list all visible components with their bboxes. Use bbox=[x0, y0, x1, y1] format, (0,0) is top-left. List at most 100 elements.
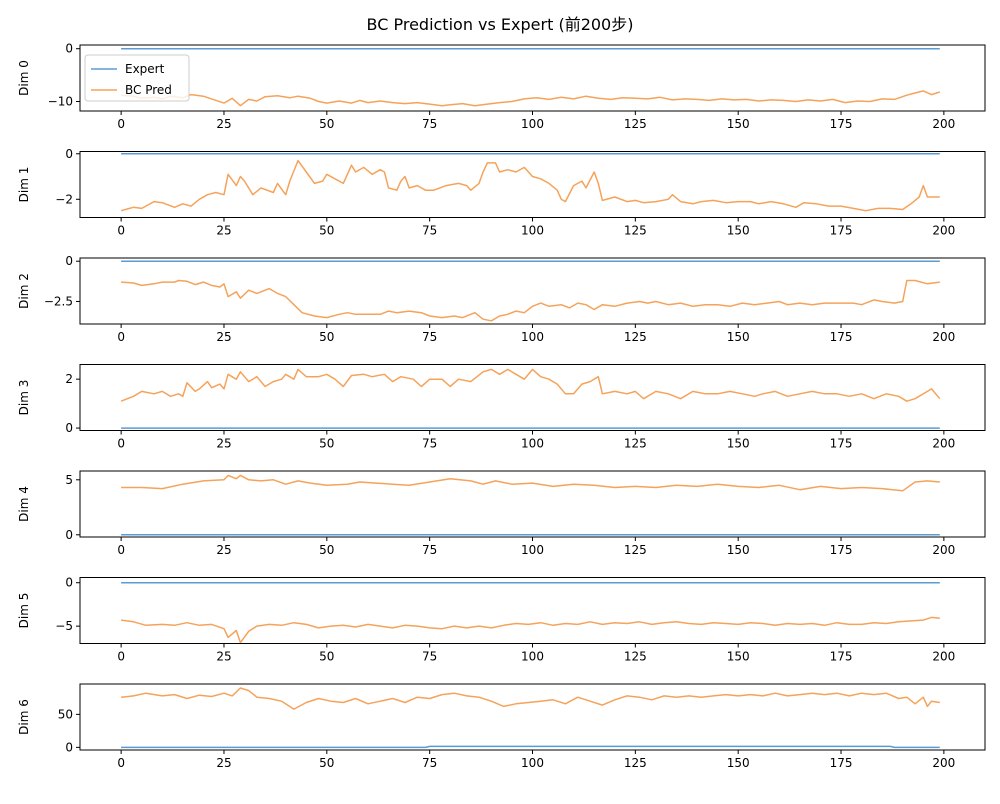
series-line-bc-pred-2 bbox=[121, 279, 940, 322]
chart-title: BC Prediction vs Expert (前200步) bbox=[367, 15, 634, 34]
x-tick-label: 150 bbox=[727, 756, 750, 770]
x-tick-label: 0 bbox=[117, 543, 125, 557]
x-tick-label: 0 bbox=[117, 330, 125, 344]
x-tick-label: 125 bbox=[624, 224, 647, 238]
x-tick-label: 75 bbox=[422, 117, 437, 131]
x-tick-label: 100 bbox=[521, 117, 544, 131]
x-tick-label: 50 bbox=[319, 330, 334, 344]
x-tick-label: 150 bbox=[727, 650, 750, 664]
subplot-5: 0 25 50 75 100 125 150 175 200 0 −5 Dim 5 bbox=[17, 576, 986, 664]
x-tick-label: 75 bbox=[422, 650, 437, 664]
y-tick-label: 0 bbox=[65, 254, 73, 268]
y-tick-label: 0 bbox=[65, 528, 73, 542]
x-tick-label: 25 bbox=[216, 437, 231, 451]
x-tick-label: 150 bbox=[727, 330, 750, 344]
subplot-1: 0 25 50 75 100 125 150 175 200 0 −2 Dim 1 bbox=[17, 147, 986, 238]
y-tick-label: 0 bbox=[65, 147, 73, 161]
x-tick-label: 0 bbox=[117, 117, 125, 131]
x-tick-label: 125 bbox=[624, 437, 647, 451]
x-tick-label: 100 bbox=[521, 650, 544, 664]
y-axis-label: Dim 6 bbox=[17, 699, 31, 735]
y-axis-label: Dim 0 bbox=[17, 60, 31, 96]
x-tick-label: 175 bbox=[830, 437, 853, 451]
y-tick-label: −2.5 bbox=[44, 294, 73, 308]
subplot-0: 0 25 50 75 100 125 150 175 200 0 −10 Dim 0 bbox=[17, 42, 986, 131]
x-tick-label: 150 bbox=[727, 543, 750, 557]
y-tick-label: 0 bbox=[65, 576, 73, 590]
series-line-bc-pred-1 bbox=[120, 159, 940, 212]
x-tick-label: 125 bbox=[624, 117, 647, 131]
x-tick-label: 200 bbox=[932, 437, 955, 451]
x-tick-label: 200 bbox=[932, 756, 955, 770]
x-tick-label: 100 bbox=[521, 330, 544, 344]
x-tick-label: 0 bbox=[117, 437, 125, 451]
y-axis-label: Dim 3 bbox=[17, 380, 31, 416]
x-tick-label: 175 bbox=[830, 543, 853, 557]
x-tick-label: 150 bbox=[727, 224, 750, 238]
x-tick-label: 50 bbox=[319, 117, 334, 131]
x-tick-label: 75 bbox=[422, 224, 437, 238]
x-tick-label: 25 bbox=[216, 543, 231, 557]
y-tick-label: 0 bbox=[65, 421, 73, 435]
x-tick-label: 100 bbox=[521, 543, 544, 557]
y-tick-label: 0 bbox=[65, 42, 73, 56]
x-tick-label: 50 bbox=[319, 224, 334, 238]
y-tick-label: −2 bbox=[55, 192, 73, 206]
y-tick-label: −10 bbox=[48, 94, 73, 108]
x-tick-label: 0 bbox=[117, 650, 125, 664]
x-tick-label: 200 bbox=[932, 330, 955, 344]
y-axis-label: Dim 5 bbox=[17, 593, 31, 629]
x-tick-label: 175 bbox=[830, 117, 853, 131]
x-tick-label: 0 bbox=[117, 224, 125, 238]
y-axis-label: Dim 1 bbox=[17, 167, 31, 203]
series-line-bc-pred-3 bbox=[120, 368, 941, 402]
x-tick-label: 125 bbox=[624, 650, 647, 664]
x-tick-label: 75 bbox=[422, 543, 437, 557]
x-tick-label: 50 bbox=[319, 437, 334, 451]
x-tick-label: 125 bbox=[624, 756, 647, 770]
x-tick-label: 0 bbox=[117, 756, 125, 770]
y-tick-label: 5 bbox=[65, 473, 73, 487]
x-tick-label: 50 bbox=[319, 543, 334, 557]
y-axis-label: Dim 4 bbox=[17, 486, 31, 522]
x-tick-label: 75 bbox=[422, 437, 437, 451]
series-line-bc-pred-6 bbox=[121, 687, 940, 710]
x-tick-label: 25 bbox=[216, 330, 231, 344]
series-line-bc-pred-0 bbox=[121, 90, 941, 107]
x-tick-label: 25 bbox=[216, 650, 231, 664]
x-tick-label: 175 bbox=[830, 224, 853, 238]
x-tick-label: 125 bbox=[624, 330, 647, 344]
x-tick-label: 50 bbox=[319, 650, 334, 664]
x-tick-label: 100 bbox=[521, 224, 544, 238]
series-line-bc-pred-5 bbox=[120, 616, 940, 644]
subplot-2: 0 25 50 75 100 125 150 175 200 0 −2.5 Dim 2 bbox=[17, 254, 986, 344]
x-tick-label: 175 bbox=[830, 650, 853, 664]
y-tick-label: 0 bbox=[65, 740, 73, 754]
x-tick-label: 25 bbox=[216, 756, 231, 770]
x-tick-label: 50 bbox=[319, 756, 334, 770]
x-tick-label: 100 bbox=[521, 437, 544, 451]
y-axis-label: Dim 2 bbox=[17, 273, 31, 309]
x-tick-label: 150 bbox=[727, 117, 750, 131]
x-tick-label: 175 bbox=[830, 756, 853, 770]
x-tick-label: 175 bbox=[830, 330, 853, 344]
y-tick-label: −5 bbox=[55, 619, 73, 633]
x-tick-label: 75 bbox=[422, 330, 437, 344]
subplot-6: 0 25 50 75 100 125 150 175 200 0 50 Dim 6 bbox=[17, 683, 986, 770]
x-tick-label: 200 bbox=[932, 650, 955, 664]
x-tick-label: 25 bbox=[216, 224, 231, 238]
x-tick-label: 25 bbox=[216, 117, 231, 131]
legend: Expert BC Pred bbox=[84, 54, 190, 102]
x-tick-label: 75 bbox=[422, 756, 437, 770]
series-line-expert-6 bbox=[121, 745, 940, 749]
series-line-bc-pred-4 bbox=[121, 474, 940, 492]
subplot-3: 0 25 50 75 100 125 150 175 200 0 2 Dim 3 bbox=[17, 364, 986, 451]
x-tick-label: 125 bbox=[624, 543, 647, 557]
legend-label: Expert bbox=[125, 62, 165, 76]
legend-label: BC Pred bbox=[125, 83, 172, 97]
y-tick-label: 2 bbox=[65, 372, 73, 386]
